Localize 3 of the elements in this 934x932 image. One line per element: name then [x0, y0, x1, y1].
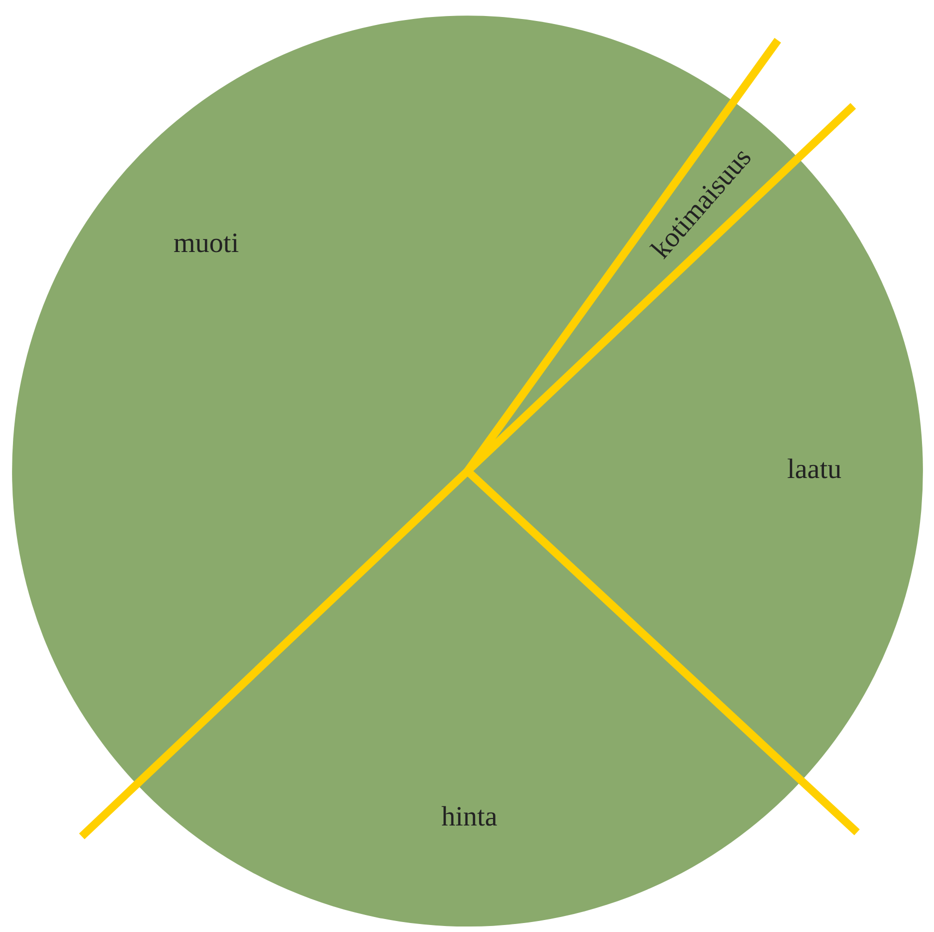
slice-label: hinta [441, 802, 498, 833]
slice-label: muoti [174, 228, 240, 260]
slice-label: laatu [787, 454, 842, 485]
